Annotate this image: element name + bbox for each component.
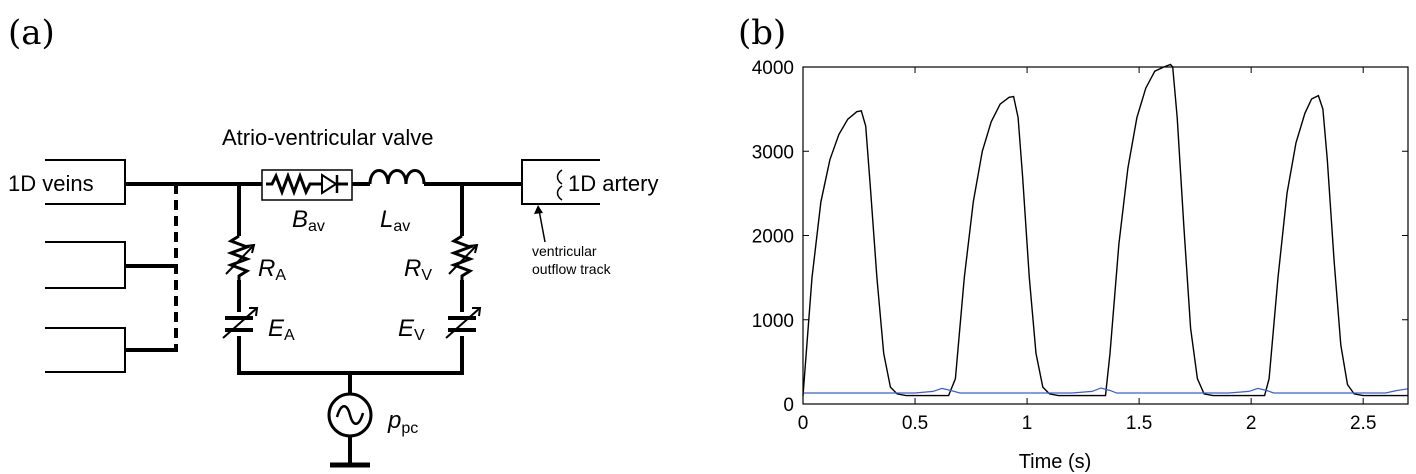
label-p-pc: ppc [387,407,418,437]
outflow-label-line2: outflow track [532,261,612,277]
resistor-RV [448,234,479,280]
label-L-main: L [380,206,393,233]
panel-a-label: (a) [8,13,55,53]
x-tick-label: 0.5 [902,413,928,434]
label-E-A: EA [268,315,295,344]
label-L-av: Lav [380,206,410,235]
series-line-1 [802,63,1408,397]
panel-b-label: (b) [738,13,786,53]
y-tick-label: 1000 [752,311,794,332]
label-EV-sub: V [414,327,425,344]
panel-a: (a) Atrio-ventricular valve 1D veins [8,13,658,468]
inductor-symbol [368,169,426,185]
x-tick-label: 1.5 [1126,413,1152,434]
valve-title: Atrio-ventricular valve [222,125,434,150]
plot-frame [802,66,1409,405]
label-B-main: B [292,206,308,233]
label-RA-main: R [258,255,275,282]
veins-label: 1D veins [8,171,94,196]
outflow-label-line1: ventricular [532,243,597,259]
x-axis-label: Time (s) [1019,451,1092,473]
valve-component [261,169,353,201]
capacitor-EA [222,307,259,339]
x-tick-label: 0 [798,413,809,434]
circuit-wires [125,182,522,464]
label-R-V: RV [404,255,432,284]
label-R-A: RA [258,255,286,284]
ac-source-symbol [327,392,373,438]
label-L-sub: av [393,218,410,235]
label-RV-sub: V [421,267,432,284]
series-line-2 [803,387,1409,394]
label-EA-sub: A [284,327,295,344]
outflow-arrow [534,205,546,243]
label-RA-sub: A [275,267,286,284]
resistor-RA [225,234,256,280]
x-tick-label: 1 [1022,413,1033,434]
x-tick-label: 2 [1246,413,1257,434]
label-RV-main: R [404,255,421,282]
x-tick-label: 2.5 [1350,413,1376,434]
label-p-sub: pc [401,420,418,437]
label-B-av: Bav [292,206,325,235]
label-EA-main: E [268,315,285,342]
vein-tube-3 [45,327,126,373]
y-tick-label: 2000 [752,227,794,248]
capacitor-EV [445,307,482,339]
label-p-main: p [387,407,401,434]
artery-tube [521,159,600,205]
artery-label: 1D artery [568,171,658,196]
label-B-sub: av [308,218,325,235]
chart-plot: 0 0.5 1 1.5 2 2.5 0 1000 2000 3000 4000 [752,58,1409,434]
label-E-V: EV [398,315,425,344]
vein-tube-2 [45,241,126,289]
panel-b: (b) 0 0.5 1 1.5 2 2.5 0 1000 2000 3000 4000 Time (… [738,13,1409,473]
label-EV-main: E [398,315,415,342]
y-tick-label: 3000 [752,142,794,163]
y-tick-label: 4000 [752,58,794,79]
y-tick-label: 0 [783,395,794,416]
